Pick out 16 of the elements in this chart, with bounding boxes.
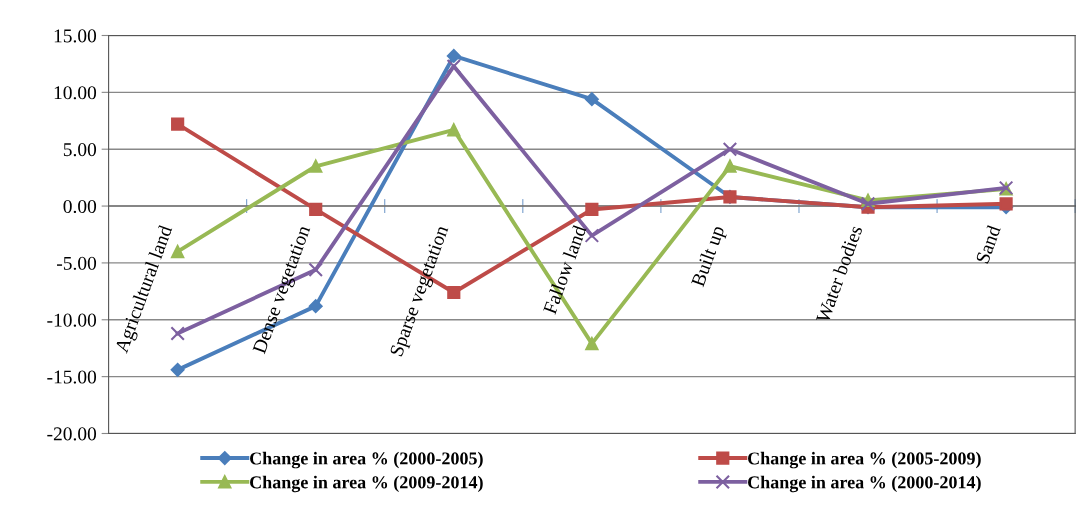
y-tick-label: -10.00 [47,313,97,327]
legend-label: Change in area % (2009-2014) [250,475,483,493]
legend-label: Change in area % (2000-2005) [250,451,483,469]
legend-label: Change in area % (2005-2009) [748,451,981,469]
y-tick-label: 10.00 [54,86,97,100]
x-tick-label: Fallow land [542,224,587,315]
y-tick-label: -5.00 [57,256,97,270]
y-tick-label: -20.00 [47,427,97,441]
legend-label: Change in area % (2000-2014) [748,475,981,493]
y-tick-label: 0.00 [63,199,97,214]
y-tick-label: 5.00 [63,143,97,157]
x-tick-label: Built up [690,224,729,289]
y-tick-label: -15.00 [47,370,97,384]
x-tick-label: Water bodies [815,224,863,325]
x-tick-label: Sand [975,224,1001,264]
y-tick-label: 15.00 [54,29,97,43]
